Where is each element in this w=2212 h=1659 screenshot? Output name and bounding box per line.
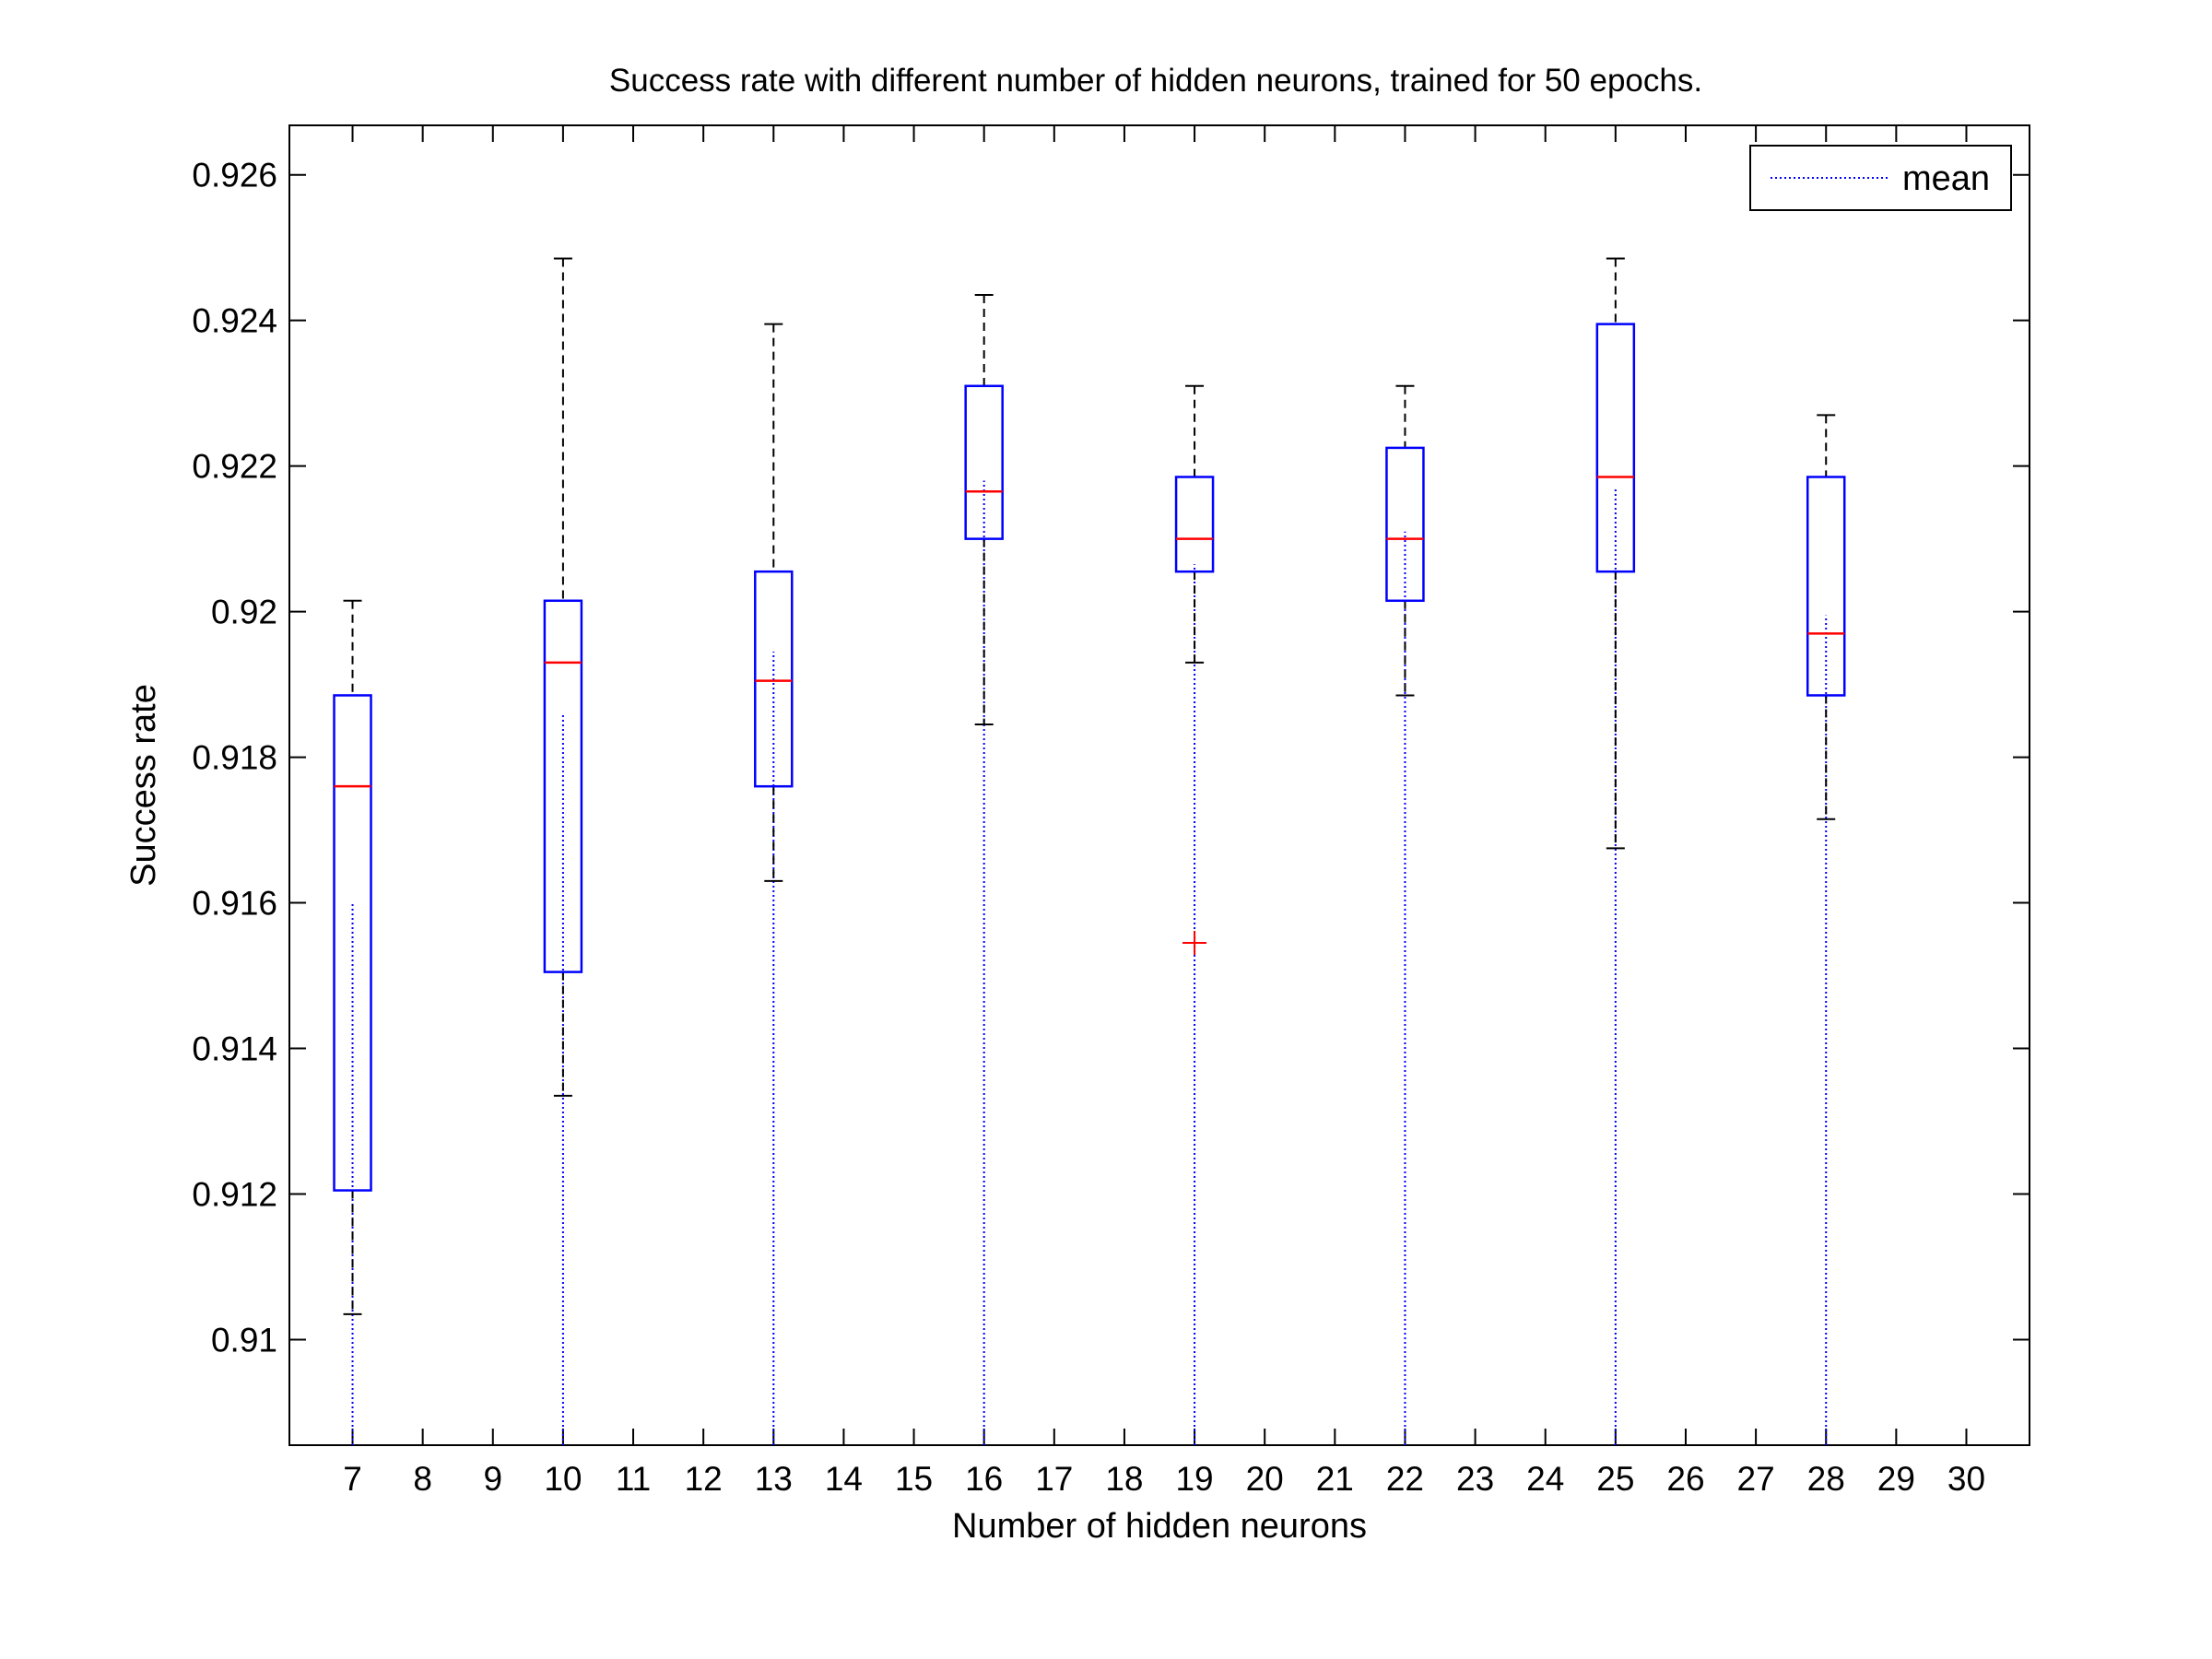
- x-tick-label: 18: [1105, 1460, 1143, 1498]
- box-iqr: [754, 570, 794, 788]
- x-tick-label: 17: [1035, 1460, 1073, 1498]
- x-tick-label: 7: [343, 1460, 362, 1498]
- y-tick-label: 0.914: [192, 1030, 277, 1068]
- x-tick-label: 29: [1877, 1460, 1915, 1498]
- x-axis-ticks: 7 8 9 10 11 12 13 14 15 16 17 18 19 20 21 22 23 24 25 26 27 2…: [343, 125, 1985, 1498]
- chart-title: Success rate with different number of hi…: [609, 63, 1702, 99]
- box-iqr: [1174, 476, 1215, 573]
- box-group: [543, 257, 583, 1445]
- y-tick-label: 0.922: [192, 448, 277, 486]
- box-group: [1806, 414, 1846, 1445]
- x-tick-label: 22: [1386, 1460, 1424, 1498]
- x-tick-label: 12: [685, 1460, 723, 1498]
- x-tick-label: 16: [965, 1460, 1003, 1498]
- y-axis-ticks: 0.91 0.912 0.914 0.916 0.918 0.92 0.922 0.924 0.…: [192, 157, 2030, 1359]
- box-group: [333, 599, 372, 1445]
- box-group: [1385, 384, 1425, 1445]
- box-group: [1174, 384, 1215, 1445]
- x-tick-label: 23: [1456, 1460, 1494, 1498]
- y-tick-label: 0.916: [192, 885, 277, 923]
- box-iqr: [1806, 476, 1846, 697]
- x-tick-label: 8: [413, 1460, 432, 1498]
- box-group: [754, 323, 794, 1445]
- y-tick-label: 0.92: [211, 594, 277, 631]
- x-tick-label: 19: [1175, 1460, 1213, 1498]
- x-tick-label: 20: [1246, 1460, 1284, 1498]
- y-tick-label: 0.91: [211, 1321, 277, 1359]
- x-tick-label: 14: [825, 1460, 863, 1498]
- box-group: [1595, 257, 1636, 1445]
- y-tick-label: 0.924: [192, 302, 277, 340]
- box-iqr: [964, 384, 1004, 540]
- box-iqr: [543, 599, 583, 973]
- x-tick-label: 25: [1596, 1460, 1634, 1498]
- box-iqr: [1385, 446, 1425, 603]
- y-axis-label: Success rate: [124, 684, 163, 887]
- y-tick-label: 0.926: [192, 157, 277, 194]
- x-tick-label: 13: [755, 1460, 793, 1498]
- legend-mean-label: mean: [1902, 159, 1990, 198]
- x-tick-label: 11: [616, 1460, 651, 1498]
- y-tick-label: 0.918: [192, 739, 277, 777]
- x-tick-label: 27: [1737, 1460, 1775, 1498]
- x-tick-label: 21: [1316, 1460, 1354, 1498]
- legend: mean: [1749, 145, 2012, 211]
- x-tick-label: 15: [895, 1460, 933, 1498]
- x-tick-label: 24: [1526, 1460, 1564, 1498]
- y-tick-label: 0.912: [192, 1176, 277, 1214]
- plot-area: [288, 124, 2030, 1446]
- box-group: [964, 294, 1004, 1445]
- box-iqr: [1595, 323, 1636, 573]
- x-tick-label: 9: [483, 1460, 502, 1498]
- x-tick-label: 28: [1807, 1460, 1845, 1498]
- x-axis-label: Number of hidden neurons: [952, 1507, 1367, 1546]
- x-tick-label: 30: [1947, 1460, 1985, 1498]
- x-tick-label: 10: [544, 1460, 582, 1498]
- box-series: [333, 257, 1846, 1445]
- x-tick-label: 26: [1666, 1460, 1704, 1498]
- box-iqr: [333, 694, 372, 1192]
